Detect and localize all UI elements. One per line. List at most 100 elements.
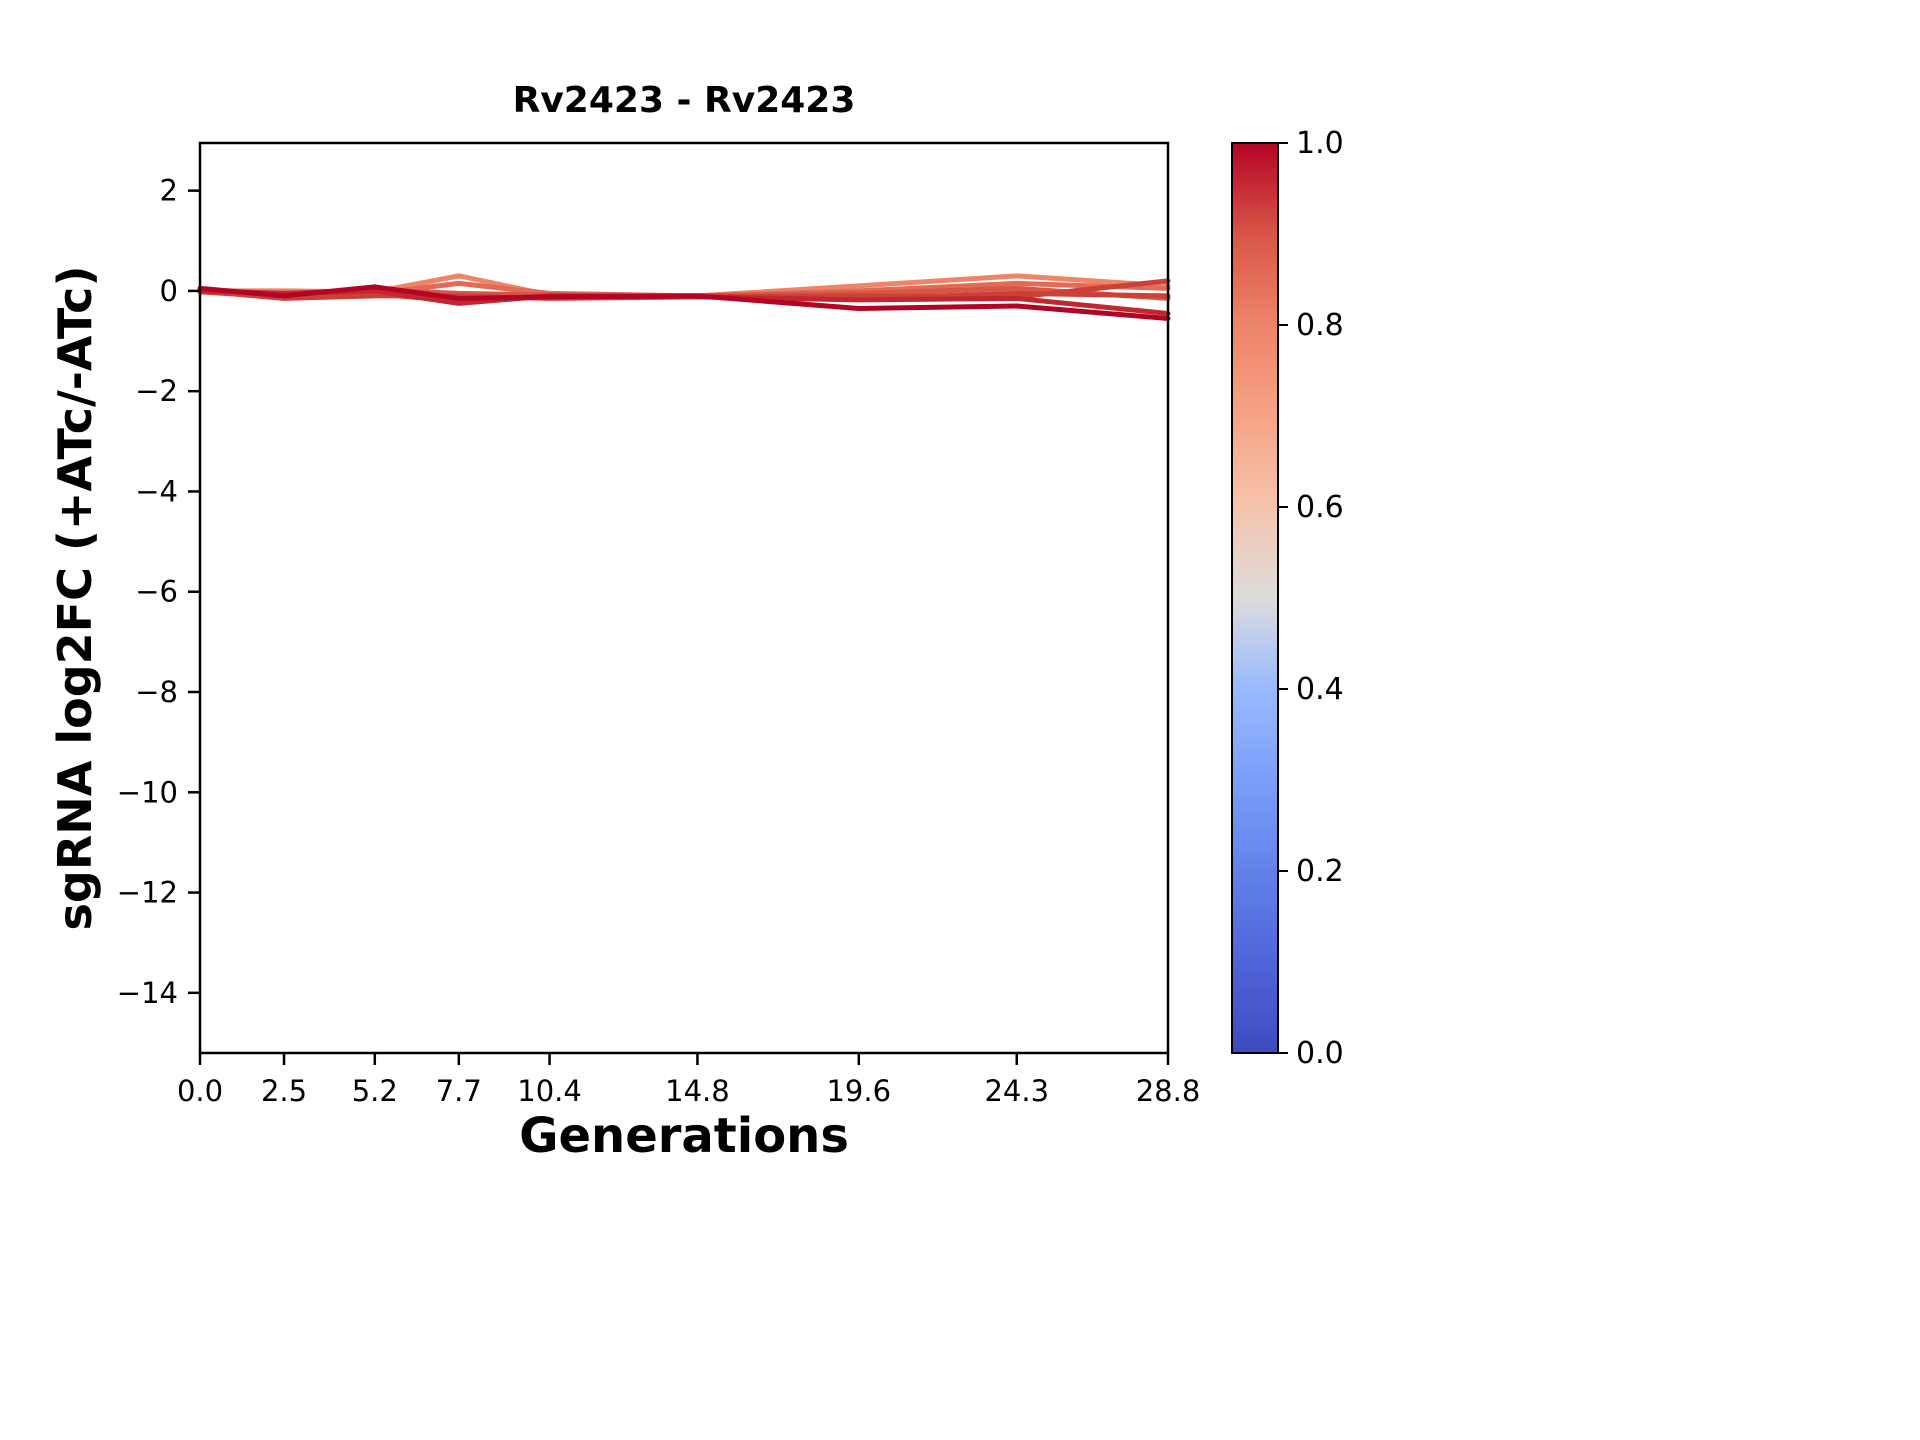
colorbar-slice (1232, 573, 1278, 579)
colorbar-slice (1232, 1023, 1278, 1029)
colorbar-slice (1232, 663, 1278, 669)
colorbar-tick-label: 1.0 (1296, 126, 1344, 161)
y-axis-label: sgRNA log2FC (+ATc/-ATc) (48, 265, 102, 931)
colorbar-slice (1232, 443, 1278, 449)
colorbar-slice (1232, 273, 1278, 279)
colorbar-slice (1232, 903, 1278, 909)
colorbar-slice (1232, 708, 1278, 714)
colorbar-slice (1232, 883, 1278, 889)
colorbar-slice (1232, 983, 1278, 989)
colorbar-slice (1232, 143, 1278, 149)
colorbar-slice (1232, 513, 1278, 519)
colorbar-slice (1232, 373, 1278, 379)
colorbar-slice (1232, 878, 1278, 884)
colorbar-slice (1232, 963, 1278, 969)
colorbar-slice (1232, 723, 1278, 729)
colorbar-slice (1232, 788, 1278, 794)
colorbar-slice (1232, 313, 1278, 319)
y-tick-label: −2 (135, 374, 178, 408)
colorbar-slice (1232, 228, 1278, 234)
colorbar-slice (1232, 728, 1278, 734)
colorbar-slice (1232, 608, 1278, 614)
colorbar-slice (1232, 988, 1278, 994)
colorbar-slice (1232, 563, 1278, 569)
colorbar-slice (1232, 428, 1278, 434)
colorbar-slice (1232, 1008, 1278, 1014)
y-tick-label: −8 (135, 675, 178, 709)
colorbar-slice (1232, 603, 1278, 609)
colorbar-slice (1232, 408, 1278, 414)
colorbar-slice (1232, 628, 1278, 634)
colorbar-slice (1232, 438, 1278, 444)
colorbar: 1.0 0.8 0.6 0.4 0.2 0.0 (1231, 126, 1344, 1071)
colorbar-slice (1232, 1043, 1278, 1049)
colorbar-slice (1232, 398, 1278, 404)
colorbar-slice (1232, 553, 1278, 559)
colorbar-slice (1232, 793, 1278, 799)
x-tick-label: 14.8 (665, 1074, 730, 1108)
colorbar-slice (1232, 268, 1278, 274)
colorbar-slice (1232, 223, 1278, 229)
y-tick-label: −10 (117, 775, 178, 809)
colorbar-slice (1232, 168, 1278, 174)
colorbar-slice (1232, 238, 1278, 244)
colorbar-slice (1232, 318, 1278, 324)
colorbar-slice (1232, 798, 1278, 804)
colorbar-slice (1232, 158, 1278, 164)
colorbar-slice (1232, 1018, 1278, 1024)
x-axis-label: Generations (519, 1108, 849, 1164)
colorbar-slice (1232, 498, 1278, 504)
colorbar-slice (1232, 783, 1278, 789)
colorbar-slice (1232, 613, 1278, 619)
colorbar-slice (1232, 463, 1278, 469)
colorbar-tick-label: 0.6 (1296, 490, 1344, 525)
colorbar-slice (1232, 298, 1278, 304)
colorbar-slice (1232, 868, 1278, 874)
colorbar-slice (1232, 643, 1278, 649)
colorbar-slice (1232, 153, 1278, 159)
colorbar-slice (1232, 673, 1278, 679)
colorbar-slice (1232, 893, 1278, 899)
y-tick-label: −12 (117, 876, 178, 910)
colorbar-slice (1232, 1033, 1278, 1039)
colorbar-slice (1232, 343, 1278, 349)
colorbar-slice (1232, 378, 1278, 384)
colorbar-slice (1232, 468, 1278, 474)
colorbar-slice (1232, 433, 1278, 439)
colorbar-slice (1232, 288, 1278, 294)
colorbar-slice (1232, 888, 1278, 894)
colorbar-slice (1232, 363, 1278, 369)
colorbar-slice (1232, 693, 1278, 699)
colorbar-slice (1232, 1013, 1278, 1019)
x-tick-label: 28.8 (1136, 1074, 1201, 1108)
colorbar-tick-label: 0.0 (1296, 1036, 1344, 1071)
colorbar-slice (1232, 538, 1278, 544)
colorbar-slice (1232, 638, 1278, 644)
series-lines (197, 273, 1171, 321)
colorbar-tick-label: 0.4 (1296, 672, 1344, 707)
colorbar-slice (1232, 348, 1278, 354)
colorbar-slice (1232, 778, 1278, 784)
colorbar-slice (1232, 328, 1278, 334)
colorbar-tick-label: 0.8 (1296, 308, 1344, 343)
colorbar-slice (1232, 848, 1278, 854)
colorbar-slice (1232, 1003, 1278, 1009)
colorbar-slice (1232, 493, 1278, 499)
colorbar-slice (1232, 593, 1278, 599)
colorbar-slice (1232, 403, 1278, 409)
colorbar-slice (1232, 233, 1278, 239)
colorbar-slice (1232, 853, 1278, 859)
colorbar-slice (1232, 933, 1278, 939)
colorbar-slice (1232, 388, 1278, 394)
colorbar-slice (1232, 283, 1278, 289)
colorbar-slice (1232, 148, 1278, 154)
colorbar-slice (1232, 753, 1278, 759)
colorbar-slice (1232, 208, 1278, 214)
colorbar-slice (1232, 758, 1278, 764)
colorbar-slice (1232, 333, 1278, 339)
colorbar-slice (1232, 258, 1278, 264)
x-tick-label: 2.5 (261, 1074, 307, 1108)
x-tick-label: 0.0 (177, 1074, 223, 1108)
colorbar-slice (1232, 488, 1278, 494)
colorbar-slice (1232, 568, 1278, 574)
